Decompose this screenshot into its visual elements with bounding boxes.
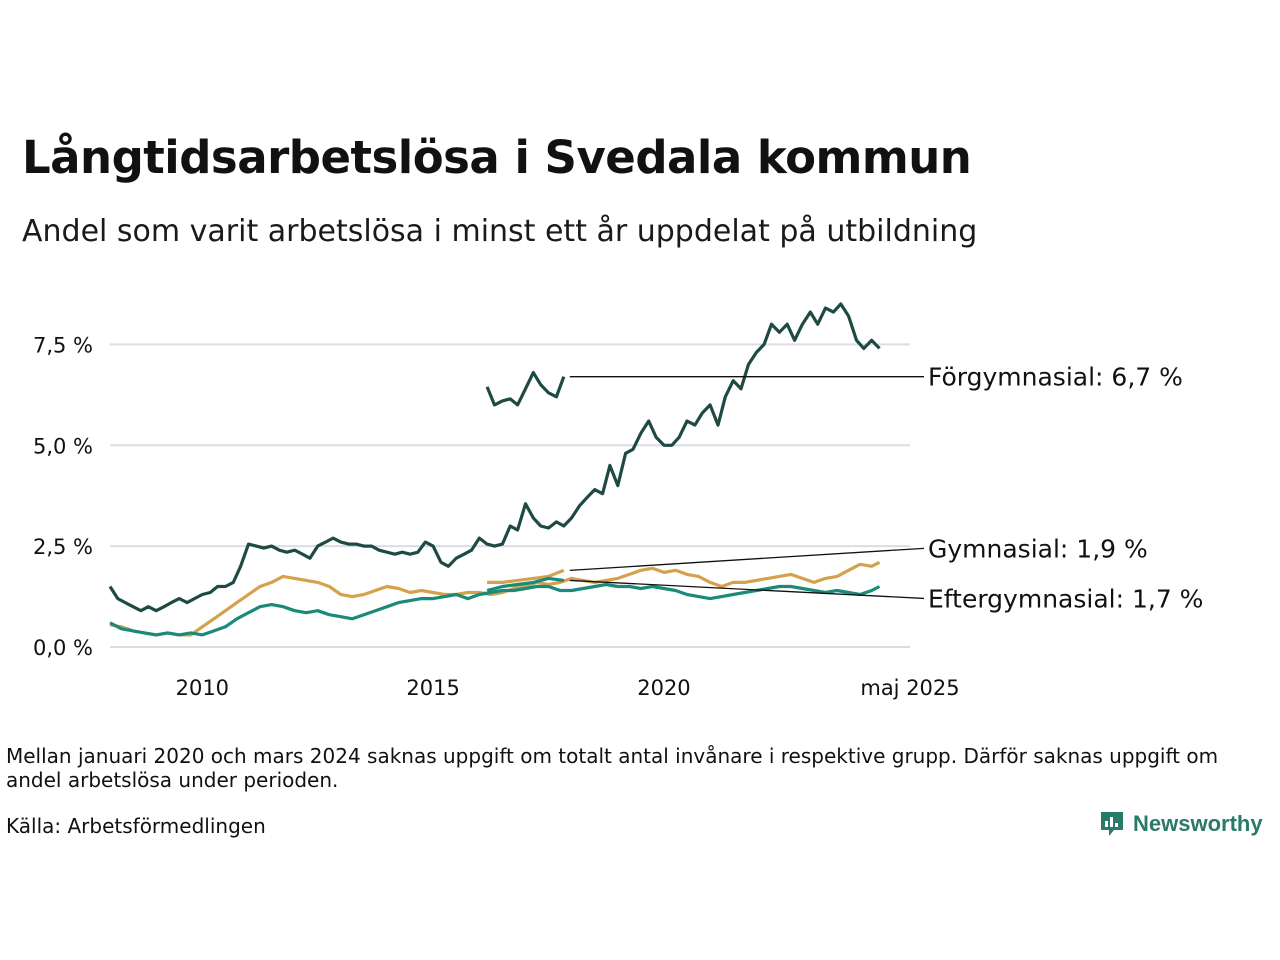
series-end-label: Gymnasial: 1,9 % — [928, 534, 1148, 563]
series-end-label: Förgymnasial: 6,7 % — [928, 363, 1183, 392]
series-line-gymnasial — [109, 560, 881, 637]
label-connector — [569, 547, 925, 571]
y-tick-label: 2,5 % — [33, 535, 93, 559]
footnote: Mellan januari 2020 och mars 2024 saknas… — [6, 744, 1219, 792]
y-axis: 0,0 % 2,5 % 5,0 % 7,5 % — [33, 333, 93, 660]
x-tick-label: 2015 — [406, 676, 459, 700]
y-tick-label: 0,0 % — [33, 636, 93, 660]
brand-logo: Newsworthy — [1099, 808, 1263, 840]
series-line-eftergymnasial — [109, 582, 881, 637]
label-connector — [569, 579, 925, 600]
series-end-labels: Förgymnasial: 6,7 % Gymnasial: 1,9 % Efter… — [569, 363, 1203, 613]
brand-name: Newsworthy — [1133, 811, 1263, 836]
series-line-förgymnasial — [485, 371, 566, 407]
series-line-gymnasial — [487, 568, 565, 584]
series-line-eftergymnasial — [486, 576, 565, 593]
newsworthy-logo-icon — [1101, 812, 1123, 836]
x-tick-label: maj 2025 — [860, 676, 959, 700]
x-tick-label: 2020 — [637, 676, 690, 700]
source-text: Källa: Arbetsförmedlingen — [6, 814, 266, 838]
y-tick-label: 7,5 % — [33, 333, 93, 357]
series-line-förgymnasial — [108, 302, 881, 613]
series-lines — [108, 302, 881, 637]
series-end-label: Eftergymnasial: 1,7 % — [928, 584, 1203, 613]
chart-subtitle: Andel som varit arbetslösa i minst ett å… — [22, 214, 978, 249]
x-tick-label: 2010 — [176, 676, 229, 700]
x-axis: 2010 2015 2020 maj 2025 — [176, 676, 960, 700]
gridlines — [110, 343, 910, 648]
y-tick-label: 5,0 % — [33, 434, 93, 458]
line-chart: 0,0 % 2,5 % 5,0 % 7,5 % 2010 2015 2020 maj 202… — [33, 302, 1203, 700]
chart-title: Långtidsarbetslösa i Svedala kommun — [22, 131, 972, 184]
